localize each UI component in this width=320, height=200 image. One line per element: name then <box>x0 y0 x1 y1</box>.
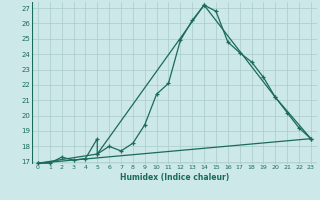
X-axis label: Humidex (Indice chaleur): Humidex (Indice chaleur) <box>120 173 229 182</box>
